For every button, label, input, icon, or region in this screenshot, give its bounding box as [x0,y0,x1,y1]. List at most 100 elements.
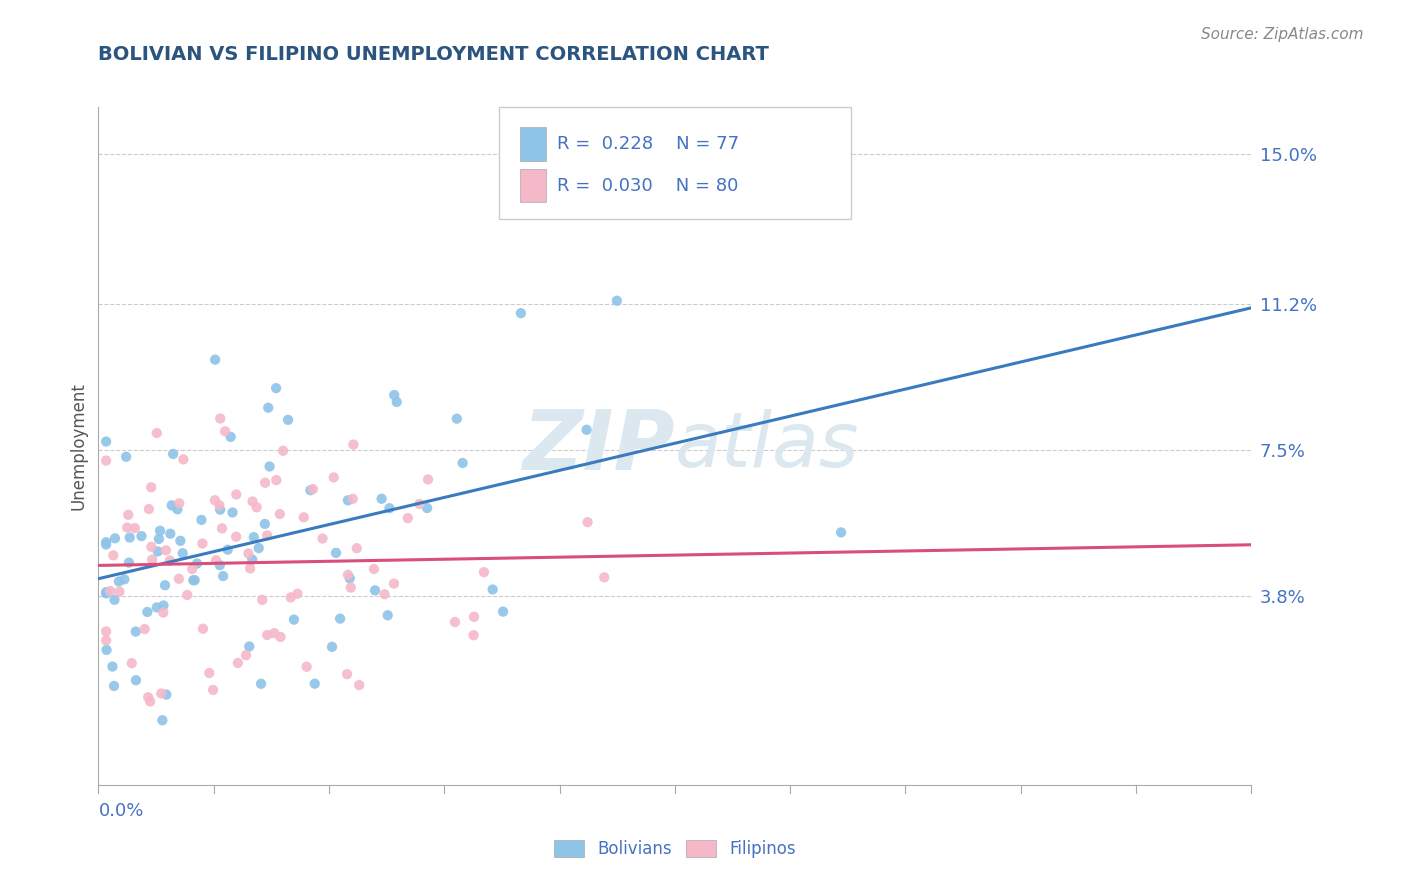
Point [94,624,117,639]
Point [125,673,148,688]
Point [444,615,467,629]
Point [205,553,228,567]
Point [283,613,305,627]
Point [336,493,359,508]
Legend: Bolivians, Filipinos: Bolivians, Filipinos [547,833,803,864]
Point [270,630,292,644]
Point [108,574,131,589]
Point [186,557,208,571]
Point [472,565,495,579]
Point [101,659,124,673]
Point [576,515,599,529]
Point [304,676,326,690]
Point [139,694,162,708]
Point [266,473,288,487]
Point [202,682,225,697]
Point [342,491,364,506]
Point [214,425,236,439]
Point [94,633,117,648]
Point [155,688,177,702]
Point [337,567,360,582]
Point [408,497,430,511]
Point [146,544,169,558]
Point [295,660,318,674]
Point [269,507,291,521]
Point [606,293,628,308]
Point [121,656,143,670]
Point [364,583,387,598]
Point [212,569,235,583]
Point [124,521,146,535]
Point [181,562,204,576]
Point [263,626,285,640]
Point [259,459,281,474]
Point [243,530,266,544]
Point [152,599,174,613]
Point [271,443,294,458]
Point [112,573,135,587]
Point [340,581,363,595]
Point [830,525,852,540]
Point [342,437,364,451]
Point [235,648,257,663]
Point [104,531,127,545]
Point [115,450,138,464]
Point [593,570,616,584]
Point [103,592,125,607]
Point [225,487,247,501]
Point [211,521,233,535]
Point [136,605,159,619]
Point [509,306,531,320]
Y-axis label: Unemployment: Unemployment [69,382,87,510]
Point [209,411,232,425]
Point [292,510,315,524]
Point [250,677,273,691]
Point [370,491,392,506]
Point [329,612,352,626]
Point [287,587,309,601]
Point [373,587,395,601]
Point [382,388,405,402]
Text: BOLIVIAN VS FILIPINO UNEMPLOYMENT CORRELATION CHART: BOLIVIAN VS FILIPINO UNEMPLOYMENT CORREL… [98,45,769,63]
Point [463,609,485,624]
Point [150,713,173,727]
Point [446,411,468,425]
Text: 0.0%: 0.0% [98,802,143,820]
Point [152,606,174,620]
Point [159,526,181,541]
Point [252,593,274,607]
Point [162,447,184,461]
Point [136,690,159,705]
Point [239,561,262,575]
Point [138,502,160,516]
Point [118,531,141,545]
Point [117,508,139,522]
Point [208,498,231,512]
Point [198,665,221,680]
Point [204,352,226,367]
Point [141,480,163,494]
Point [253,516,276,531]
Point [172,546,194,560]
Point [209,502,232,516]
Point [219,430,242,444]
Point [172,452,194,467]
Point [416,472,439,486]
Text: R =  0.228    N = 77: R = 0.228 N = 77 [557,135,740,153]
Point [246,500,269,515]
Point [204,493,226,508]
Point [264,381,287,395]
Point [150,686,173,700]
Point [322,470,344,484]
Point [382,576,405,591]
Point [191,536,214,550]
Point [166,502,188,516]
Point [377,608,399,623]
Point [181,573,204,587]
Point [336,667,359,681]
Point [277,413,299,427]
Point [191,622,214,636]
Point [221,506,243,520]
Point [155,543,177,558]
Point [141,552,163,566]
